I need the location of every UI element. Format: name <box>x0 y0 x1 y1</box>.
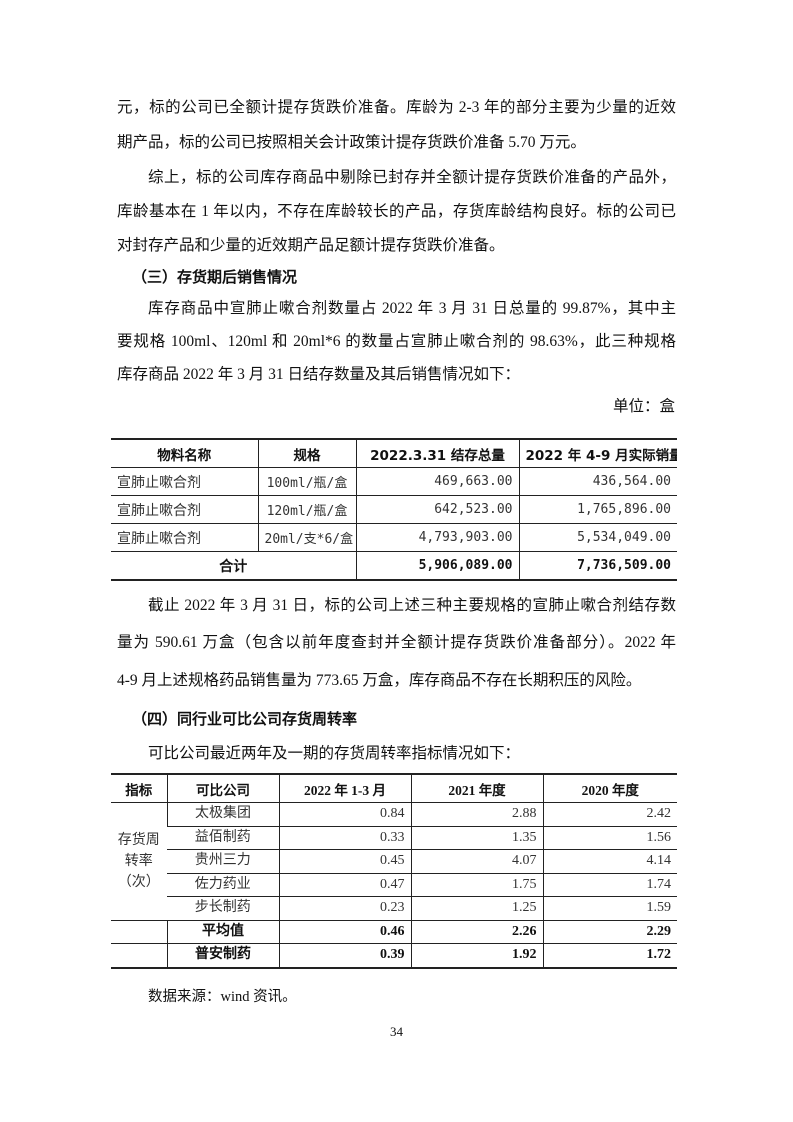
table-header-row: 物料名称 规格 2022.3.31 结存总量 2022 年 4-9 月实际销量 <box>111 439 677 468</box>
cell-value: 4.14 <box>542 849 677 874</box>
cell-value: 2.29 <box>542 920 677 944</box>
unit-label: 单位：盒 <box>612 398 675 415</box>
paragraph-line: 期产品，标的公司已按照相关会计政策计提存货跌价准备 5.70 万元。 <box>117 134 586 151</box>
paragraph-line: 可比公司最近两年及一期的存货周转率指标情况如下： <box>148 745 521 762</box>
column-header: 2022 年 4-9 月实际销量 <box>518 439 677 468</box>
cell-value: 4.07 <box>410 849 543 874</box>
cell-value: 0.39 <box>278 943 411 968</box>
table-header-row: 指标 可比公司 2022 年 1-3 月 2021 年度 2020 年度 <box>111 774 677 803</box>
cell-company: 步长制药 <box>167 896 279 921</box>
paragraph-line: 库存商品 2022 年 3 月 31 日结存数量及其后销售情况如下： <box>117 366 521 383</box>
cell-total-stock: 5,906,089.00 <box>355 551 519 580</box>
cell-company: 平均值 <box>166 920 279 944</box>
cell-sales: 436,564.00 <box>518 467 677 496</box>
cell-total-label: 合计 <box>219 558 248 575</box>
paragraph-line: 元，标的公司已全额计提存货跌价准备。库龄为 2-3 年的部分主要为少量的近效 <box>117 99 676 116</box>
cell-value: 2.88 <box>410 802 543 827</box>
cell-value: 0.84 <box>278 802 411 827</box>
cell-stock: 4,793,903.00 <box>355 523 519 552</box>
table-row: 贵州三力 0.45 4.07 4.14 <box>111 849 677 874</box>
cell-company: 贵州三力 <box>167 849 279 874</box>
column-header: 可比公司 <box>166 774 279 803</box>
paragraph-line: 综上，标的公司库存商品中剔除已封存并全额计提存货跌价准备的产品外， <box>148 169 676 186</box>
cell-value: 0.33 <box>278 826 411 850</box>
paragraph-line: 量为 590.61 万盒（包含以前年度查封并全额计提存货跌价准备部分）。2022… <box>117 634 676 651</box>
cell-value: 1.72 <box>542 943 677 968</box>
cell-indicator: 存货周转率（次） <box>117 832 160 890</box>
table-total-row: 合计 5,906,089.00 7,736,509.00 <box>111 551 677 580</box>
cell-stock: 469,663.00 <box>355 467 519 496</box>
cell-value: 1.74 <box>542 873 677 897</box>
section-heading-3: （三）存货期后销售情况 <box>132 268 298 286</box>
cell-name: 宣肺止嗽合剂 <box>111 495 258 524</box>
column-header: 2021 年度 <box>410 774 543 803</box>
paragraph-line: 要规格 100ml、120ml 和 20ml*6 的数量占宣肺止嗽合剂的 98.… <box>117 333 676 350</box>
column-header: 指标 <box>111 774 167 803</box>
cell-company: 佐力药业 <box>167 873 279 897</box>
cell-value: 1.75 <box>410 873 543 897</box>
table-row: 存货周转率（次） 太极集团 0.84 2.88 2.42 <box>111 802 677 890</box>
table-row: 宣肺止嗽合剂 120ml/瓶/盒 642,523.00 1,765,896.00 <box>111 495 677 524</box>
table-row-target-company: 普安制药 0.39 1.92 1.72 <box>111 943 677 968</box>
section-heading-4: （四）同行业可比公司存货周转率 <box>132 710 358 728</box>
column-header: 2022 年 1-3 月 <box>278 774 411 803</box>
paragraph-line: 库龄基本在 1 年以内，不存在库龄较长的产品，存货库龄结构良好。标的公司已 <box>117 203 676 220</box>
column-header: 规格 <box>257 439 356 468</box>
table-row: 佐力药业 0.47 1.75 1.74 <box>111 873 677 897</box>
cell-total-sales: 7,736,509.00 <box>518 551 677 580</box>
cell-sales: 1,765,896.00 <box>518 495 677 524</box>
cell-value: 0.45 <box>278 849 411 874</box>
cell-value: 2.26 <box>410 920 543 944</box>
cell-company: 普安制药 <box>166 943 279 968</box>
table-row: 宣肺止嗽合剂 100ml/瓶/盒 469,663.00 436,564.00 <box>111 467 677 496</box>
cell-company: 益佰制药 <box>167 826 279 850</box>
column-header: 2022.3.31 结存总量 <box>355 439 519 468</box>
column-header: 物料名称 <box>111 439 258 468</box>
cell-sales: 5,534,049.00 <box>518 523 677 552</box>
cell-spec: 120ml/瓶/盒 <box>257 495 356 524</box>
cell-spec: 20ml/支*6/盒 <box>257 523 356 552</box>
cell-value: 0.46 <box>278 920 411 944</box>
cell-name: 宣肺止嗽合剂 <box>111 523 258 552</box>
cell-value: 0.23 <box>278 896 411 921</box>
cell-value: 1.25 <box>410 896 543 921</box>
paragraph-line: 库存商品中宣肺止嗽合剂数量占 2022 年 3 月 31 日总量的 99.87%… <box>148 300 676 317</box>
table-row-average: 平均值 0.46 2.26 2.29 <box>111 919 677 944</box>
cell-name: 宣肺止嗽合剂 <box>111 467 258 496</box>
cell-value: 1.56 <box>542 826 677 850</box>
paragraph-line: 对封存产品和少量的近效期产品足额计提存货跌价准备。 <box>117 237 505 254</box>
cell-stock: 642,523.00 <box>355 495 519 524</box>
cell-value: 1.59 <box>542 896 677 921</box>
table-row: 益佰制药 0.33 1.35 1.56 <box>111 826 677 850</box>
inventory-sales-table: 物料名称 规格 2022.3.31 结存总量 2022 年 4-9 月实际销量 … <box>111 438 677 581</box>
paragraph-line: 4-9 月上述规格药品销售量为 773.65 万盒，库存商品不存在长期积压的风险… <box>117 672 642 689</box>
cell-value: 1.92 <box>410 943 543 968</box>
paragraph-line: 截止 2022 年 3 月 31 日，标的公司上述三种主要规格的宣肺止嗽合剂结存… <box>148 597 676 614</box>
inventory-turnover-table: 指标 可比公司 2022 年 1-3 月 2021 年度 2020 年度 存货周… <box>111 773 677 969</box>
cell-value: 2.42 <box>542 802 677 827</box>
table-row: 步长制药 0.23 1.25 1.59 <box>111 896 677 921</box>
cell-spec: 100ml/瓶/盒 <box>257 467 356 496</box>
cell-company: 太极集团 <box>166 802 279 827</box>
column-header: 2020 年度 <box>542 774 677 803</box>
page-number: 34 <box>390 1024 403 1039</box>
cell-value: 1.35 <box>410 826 543 850</box>
table-row: 宣肺止嗽合剂 20ml/支*6/盒 4,793,903.00 5,534,049… <box>111 523 677 552</box>
data-source-note: 数据来源：wind 资讯。 <box>148 989 297 1005</box>
cell-value: 0.47 <box>278 873 411 897</box>
